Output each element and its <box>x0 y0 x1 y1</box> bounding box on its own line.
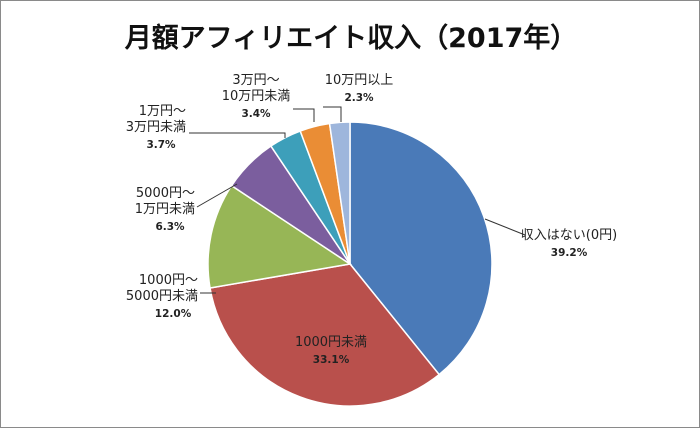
slice-percent-label: 12.0% <box>155 308 192 320</box>
slice-percent-label: 39.2% <box>551 247 588 259</box>
pie-slices <box>207 121 493 407</box>
pie-slice <box>209 263 441 407</box>
slice-label: 収入はない(0円) <box>521 228 617 243</box>
slice-label: 5000円～ <box>136 186 195 201</box>
leader-lines <box>189 106 526 294</box>
leader-line <box>196 183 238 208</box>
slice-percent-label: 2.3% <box>344 92 374 104</box>
pie-slice <box>207 184 352 289</box>
slice-percent-label: 3.7% <box>146 139 176 151</box>
slice-label: 1万円～ <box>139 104 186 119</box>
slice-label: 1000円～ <box>139 273 198 288</box>
slice-label: 3万円未満 <box>126 120 186 135</box>
slice-label: 1000円未満 <box>295 335 367 350</box>
slice-label: 1万円未満 <box>135 202 195 217</box>
leader-line <box>189 132 286 138</box>
slice-label: 3万円～ <box>232 73 279 88</box>
slice-label: 5000円未満 <box>126 289 198 304</box>
pie-slice <box>328 121 351 265</box>
slice-labels: 収入はない(0円) 39.2% 1000円未満 33.1% 1000円～5000円未満 1… <box>126 73 617 366</box>
slice-percent-label: 3.4% <box>241 108 271 120</box>
slice-percent-label: 6.3% <box>155 221 185 233</box>
leader-line <box>484 218 526 236</box>
slice-percent-label: 33.1% <box>313 354 350 366</box>
chart-title: 月額アフィリエイト収入（2017年） <box>124 22 578 54</box>
slice-label: 10万円以上 <box>325 73 394 88</box>
leader-line <box>323 106 342 122</box>
pie-slice <box>349 121 493 376</box>
leader-line <box>293 108 315 122</box>
slice-label: 10万円未満 <box>222 89 291 104</box>
